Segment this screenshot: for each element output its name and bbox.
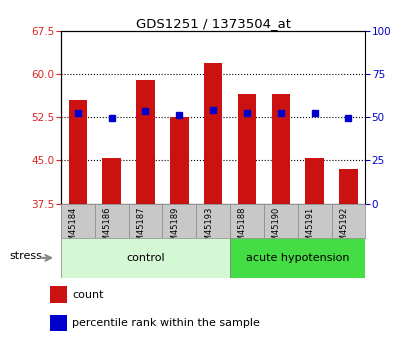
Bar [305,158,324,204]
Bar [170,117,189,204]
Bar [50,315,67,331]
Bar [271,94,290,204]
Bar [136,80,155,204]
Bar [61,238,230,278]
Text: GSM45184: GSM45184 [69,206,78,252]
Title: GDS1251 / 1373504_at: GDS1251 / 1373504_at [136,17,291,30]
Bar [50,286,67,303]
Bar [339,169,358,204]
Text: GSM45188: GSM45188 [238,206,247,252]
Text: stress: stress [9,251,42,261]
Bar [238,94,256,204]
Bar [204,63,223,204]
Text: control: control [126,253,165,263]
Text: percentile rank within the sample: percentile rank within the sample [72,318,260,328]
Text: GSM45190: GSM45190 [272,206,281,252]
Text: acute hypotension: acute hypotension [246,253,349,263]
Text: GSM45186: GSM45186 [102,206,112,252]
Bar [68,100,87,204]
Text: GSM45189: GSM45189 [171,206,179,252]
Text: GSM45192: GSM45192 [339,206,349,252]
Text: GSM45193: GSM45193 [204,206,213,252]
Text: GSM45191: GSM45191 [306,206,315,252]
Bar [230,238,365,278]
Bar [102,158,121,204]
Text: count: count [72,290,104,300]
Text: GSM45187: GSM45187 [136,206,145,252]
